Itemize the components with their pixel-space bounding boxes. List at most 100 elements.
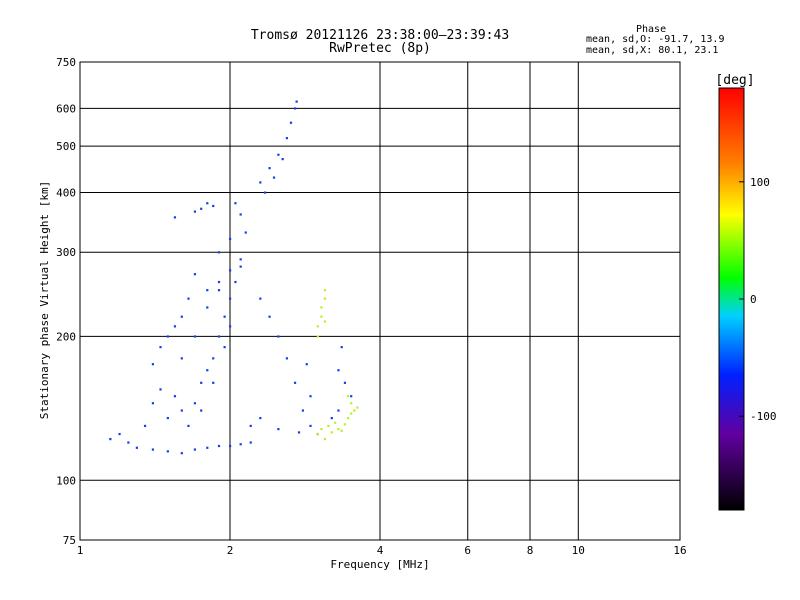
data-point-o <box>173 216 177 219</box>
data-points <box>109 100 359 455</box>
data-point-o <box>200 207 203 210</box>
data-point-x <box>323 297 327 300</box>
data-point-o <box>187 297 190 300</box>
data-point-o <box>297 431 301 434</box>
data-point-o <box>259 181 262 184</box>
data-point-o <box>239 265 242 268</box>
data-point-o <box>173 325 177 328</box>
data-point-x <box>350 402 353 405</box>
data-point-o <box>206 202 209 205</box>
x-tick-label: 8 <box>527 544 534 557</box>
data-point-o <box>234 202 237 205</box>
data-point-o <box>166 416 169 420</box>
data-point-o <box>127 441 130 444</box>
data-point-o <box>217 251 221 254</box>
y-tick-label: 75 <box>63 534 76 547</box>
data-point-x <box>320 315 323 318</box>
y-tick-label: 300 <box>56 246 76 259</box>
data-point-o <box>340 346 343 349</box>
data-point-o <box>159 388 162 391</box>
data-point-o <box>223 346 226 349</box>
x-tick-label: 2 <box>227 544 234 557</box>
data-point-o <box>229 444 232 448</box>
data-point-o <box>166 450 169 453</box>
data-point-o <box>285 137 288 140</box>
data-point-o <box>151 402 155 405</box>
data-point-o <box>285 357 288 360</box>
data-point-o <box>159 346 162 349</box>
y-tick-label: 600 <box>56 102 76 115</box>
colorbar-tick-label: 100 <box>750 176 770 189</box>
data-point-x <box>330 431 333 434</box>
data-point-o <box>301 409 305 412</box>
data-point-o <box>239 443 242 446</box>
data-point-o <box>277 153 280 156</box>
data-point-x <box>340 429 343 432</box>
data-point-x <box>343 423 347 426</box>
data-point-o <box>109 437 112 441</box>
y-tick-label: 500 <box>56 140 76 153</box>
data-point-o <box>249 424 252 428</box>
data-point-o <box>151 448 155 451</box>
data-point-o <box>143 424 147 428</box>
data-point-o <box>289 121 293 124</box>
data-point-o <box>229 297 232 300</box>
data-point-o <box>206 369 209 372</box>
data-point-o <box>193 335 197 338</box>
data-point-x <box>350 412 353 415</box>
data-point-x <box>316 432 319 436</box>
data-point-o <box>206 289 209 292</box>
x-tick-label: 1 <box>77 544 84 557</box>
data-point-o <box>180 315 183 318</box>
phase-stats-title: Phase <box>636 24 667 35</box>
x-tick-label: 4 <box>377 544 384 557</box>
x-tick-label: 10 <box>572 544 585 557</box>
data-point-x <box>327 424 330 428</box>
chart-title: Tromsø 20121126 23:38:00–23:39:43 <box>250 28 510 43</box>
data-point-x <box>320 428 323 431</box>
data-point-o <box>200 381 203 384</box>
data-point-x <box>346 416 350 420</box>
data-point-x <box>337 428 340 431</box>
x-tick-label: 16 <box>673 544 686 557</box>
data-point-o <box>229 325 232 328</box>
data-point-o <box>212 357 215 360</box>
data-point-o <box>180 357 183 360</box>
data-point-o <box>330 416 333 420</box>
y-tick-label: 400 <box>56 186 76 199</box>
colorbar-ticks: 100 0 -100 <box>739 176 777 423</box>
data-point-o <box>268 167 271 170</box>
data-point-x <box>334 421 337 424</box>
x-axis-label: Frequency [MHz] <box>330 558 429 571</box>
data-point-o <box>272 176 276 179</box>
data-point-o <box>200 409 203 412</box>
data-point-o <box>193 273 197 276</box>
data-point-o <box>295 100 298 103</box>
data-point-o <box>249 441 252 444</box>
colorbar-tick-label: 0 <box>750 293 757 306</box>
data-point-o <box>277 428 280 431</box>
data-point-o <box>239 213 242 216</box>
data-point-o <box>239 258 242 261</box>
data-point-o <box>309 424 312 428</box>
data-point-o <box>206 306 209 309</box>
data-point-x <box>323 437 327 441</box>
data-point-o <box>234 280 237 284</box>
data-point-o <box>229 269 232 272</box>
data-point-o <box>193 402 197 405</box>
data-point-o <box>217 280 221 284</box>
data-point-o <box>229 237 232 241</box>
data-point-x <box>323 320 327 323</box>
data-point-o <box>263 191 267 194</box>
data-point-o <box>293 107 297 110</box>
y-tick-label: 200 <box>56 330 76 343</box>
data-point-x <box>356 406 359 409</box>
data-point-o <box>212 381 215 384</box>
data-point-o <box>206 446 209 449</box>
data-point-o <box>259 297 262 300</box>
data-point-o <box>343 381 347 384</box>
data-point-o <box>305 363 308 366</box>
phase-stats-o: mean, sd,O: -91.7, 13.9 <box>586 34 725 45</box>
data-point-o <box>268 315 271 318</box>
